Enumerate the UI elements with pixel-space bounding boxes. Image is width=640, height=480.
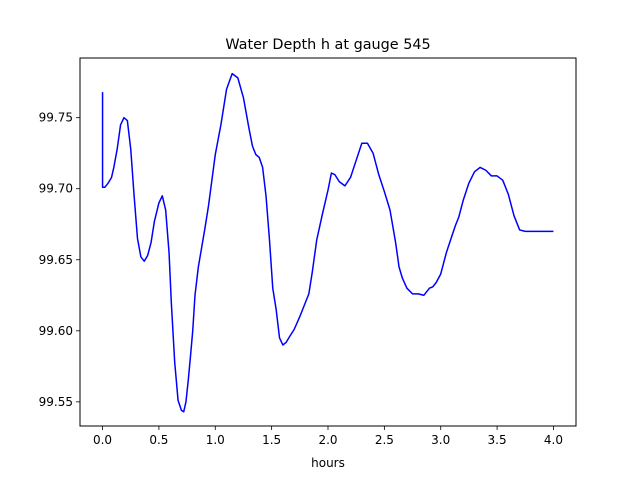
x-tick-label: 2.0: [318, 433, 337, 447]
y-tick-label: 99.60: [39, 324, 73, 338]
y-tick-label: 99.70: [39, 182, 73, 196]
axes-frame: [79, 57, 577, 427]
plot-area: [101, 72, 554, 413]
x-tick-label: 0.5: [149, 433, 168, 447]
x-tick-label: 0.0: [93, 433, 112, 447]
y-axis: 99.55 99.60 99.65 99.70 99.75: [39, 111, 80, 409]
x-tick-label: 1.0: [206, 433, 225, 447]
y-tick-label: 99.75: [39, 111, 73, 125]
x-tick-label: 2.5: [375, 433, 394, 447]
y-tick-label: 99.65: [39, 253, 73, 267]
x-tick-label: 3.5: [488, 433, 507, 447]
chart-title: Water Depth h at gauge 545: [225, 37, 430, 53]
x-tick-label: 4.0: [544, 433, 563, 447]
x-axis: 0.0 0.5 1.0 1.5 2.0 2.5 3.0 3.5 4.0: [93, 426, 563, 447]
y-tick-label: 99.55: [39, 395, 73, 409]
x-tick-label: 1.5: [262, 433, 281, 447]
x-tick-label: 3.0: [431, 433, 450, 447]
series-line-0: [101, 72, 554, 413]
x-axis-label: hours: [311, 456, 345, 470]
